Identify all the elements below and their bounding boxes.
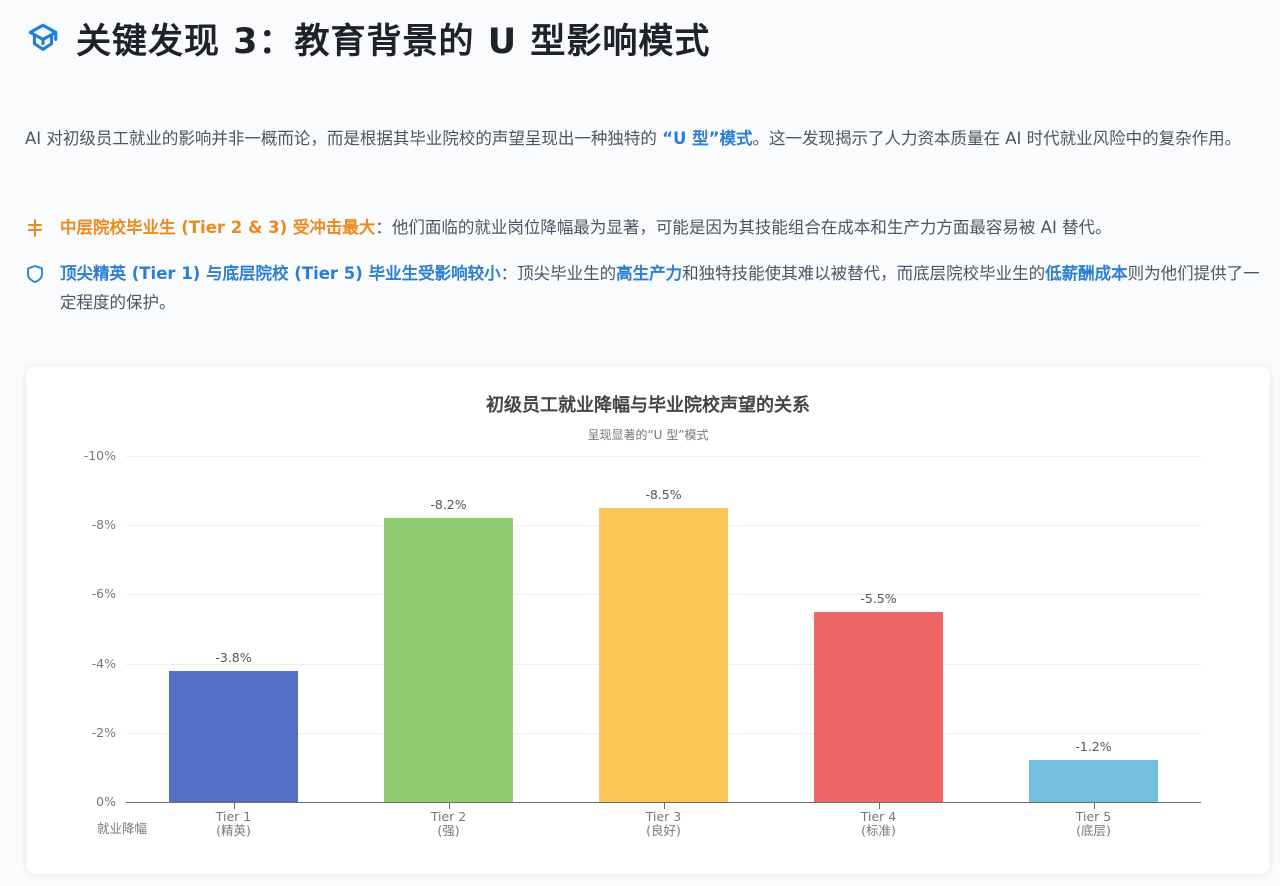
chart-card: 初级员工就业降幅与毕业院校声望的关系 呈现显著的“U 型”模式 -10% -8% -… xyxy=(25,365,1271,875)
bar-3[interactable] xyxy=(599,507,728,802)
finding-headline: 中层院校毕业生 (Tier 2 & 3) 受冲击最大 xyxy=(60,218,376,237)
x-axis-line xyxy=(126,802,1201,803)
finding-text: 顶尖精英 (Tier 1) 与底层院校 (Tier 5) 毕业生受影响较小：顶尖… xyxy=(60,259,1264,317)
bar-5[interactable] xyxy=(1029,760,1158,802)
finding-top-bottom-tier: 顶尖精英 (Tier 1) 与底层院校 (Tier 5) 毕业生受影响较小：顶尖… xyxy=(24,259,1264,317)
bar-value-label: -5.5% xyxy=(860,590,897,606)
finding-body: 和独特技能使其难以被替代，而底层院校毕业生的 xyxy=(682,264,1046,283)
bar-2[interactable] xyxy=(384,518,513,802)
bar-value-label: -1.2% xyxy=(1075,739,1112,755)
intro-paragraph: AI 对初级员工就业的影响并非一概而论，而是根据其毕业院校的声望呈现出一种独特的… xyxy=(25,124,1265,153)
x-category-label: Tier 1 (精英) xyxy=(215,809,252,838)
shield-icon xyxy=(24,259,46,288)
bar-value-label: -3.8% xyxy=(215,649,252,665)
x-tick xyxy=(233,803,235,809)
gridline xyxy=(126,456,1201,457)
chart-title: 初级员工就业降幅与毕业院校声望的关系 xyxy=(486,395,810,416)
x-category-label: Tier 5 (底层) xyxy=(1075,809,1112,838)
finding-mid-tier: 中层院校毕业生 (Tier 2 & 3) 受冲击最大：他们面临的就业岗位降幅最为… xyxy=(24,213,1264,242)
x-category-label: Tier 3 (良好) xyxy=(645,809,682,838)
bar-chart: -10% -8% -6% -4% -2% 0% -3.8% Tier 1 (精英) -8.2% Ti… xyxy=(26,366,1270,874)
x-tick xyxy=(663,803,665,809)
y-tick-label: -8% xyxy=(91,517,116,533)
x-category-label: Tier 2 (强) xyxy=(430,809,467,838)
bar-4[interactable] xyxy=(814,611,943,802)
intro-text-end: 。这一发现揭示了人力资本质量在 AI 时代就业风险中的复杂作用。 xyxy=(752,129,1242,148)
chart-subtitle: 呈现显著的“U 型”模式 xyxy=(587,428,709,442)
graduation-cap-icon xyxy=(24,19,62,57)
y-tick-label: -2% xyxy=(91,724,116,740)
section-heading: 关键发现 3：教育背景的 U 型影响模式 xyxy=(24,12,710,64)
y-tick-label: -10% xyxy=(83,448,116,463)
finding-body: ：顶尖毕业生的 xyxy=(500,264,617,283)
y-tick-label: 0% xyxy=(96,794,116,809)
finding-text: 中层院校毕业生 (Tier 2 & 3) 受冲击最大：他们面临的就业岗位降幅最为… xyxy=(60,213,1112,242)
y-axis-name: 就业降幅 xyxy=(97,821,148,836)
finding-body: 则为他们提供了一定程度的保护。 xyxy=(60,264,1260,312)
finding-headline: 顶尖精英 (Tier 1) 与底层院校 (Tier 5) 毕业生受影响较小 xyxy=(60,264,501,283)
bar-value-label: -8.2% xyxy=(430,497,467,513)
y-tick-label: -4% xyxy=(91,655,116,671)
x-tick xyxy=(1093,803,1095,809)
finding-body: ：他们面临的就业岗位降幅最为显著，可能是因为其技能组合在成本和生产力方面最容易被… xyxy=(375,218,1112,237)
y-tick-label: -6% xyxy=(91,586,116,602)
x-tick xyxy=(448,803,450,809)
low-cost-highlight: 低薪酬成本 xyxy=(1045,264,1128,283)
page-title: 关键发现 3：教育背景的 U 型影响模式 xyxy=(76,21,711,62)
x-category-label: Tier 4 (标准) xyxy=(860,809,897,838)
bar-value-label: -8.5% xyxy=(645,486,682,502)
x-tick xyxy=(878,803,880,809)
scale-balance-icon xyxy=(24,213,46,242)
intro-text: AI 对初级员工就业的影响并非一概而论，而是根据其毕业院校的声望呈现出一种独特的 xyxy=(25,129,663,148)
bar-1[interactable] xyxy=(169,670,298,802)
u-shape-highlight: “U 型”模式 xyxy=(662,129,753,148)
high-productivity-highlight: 高生产力 xyxy=(616,264,683,283)
